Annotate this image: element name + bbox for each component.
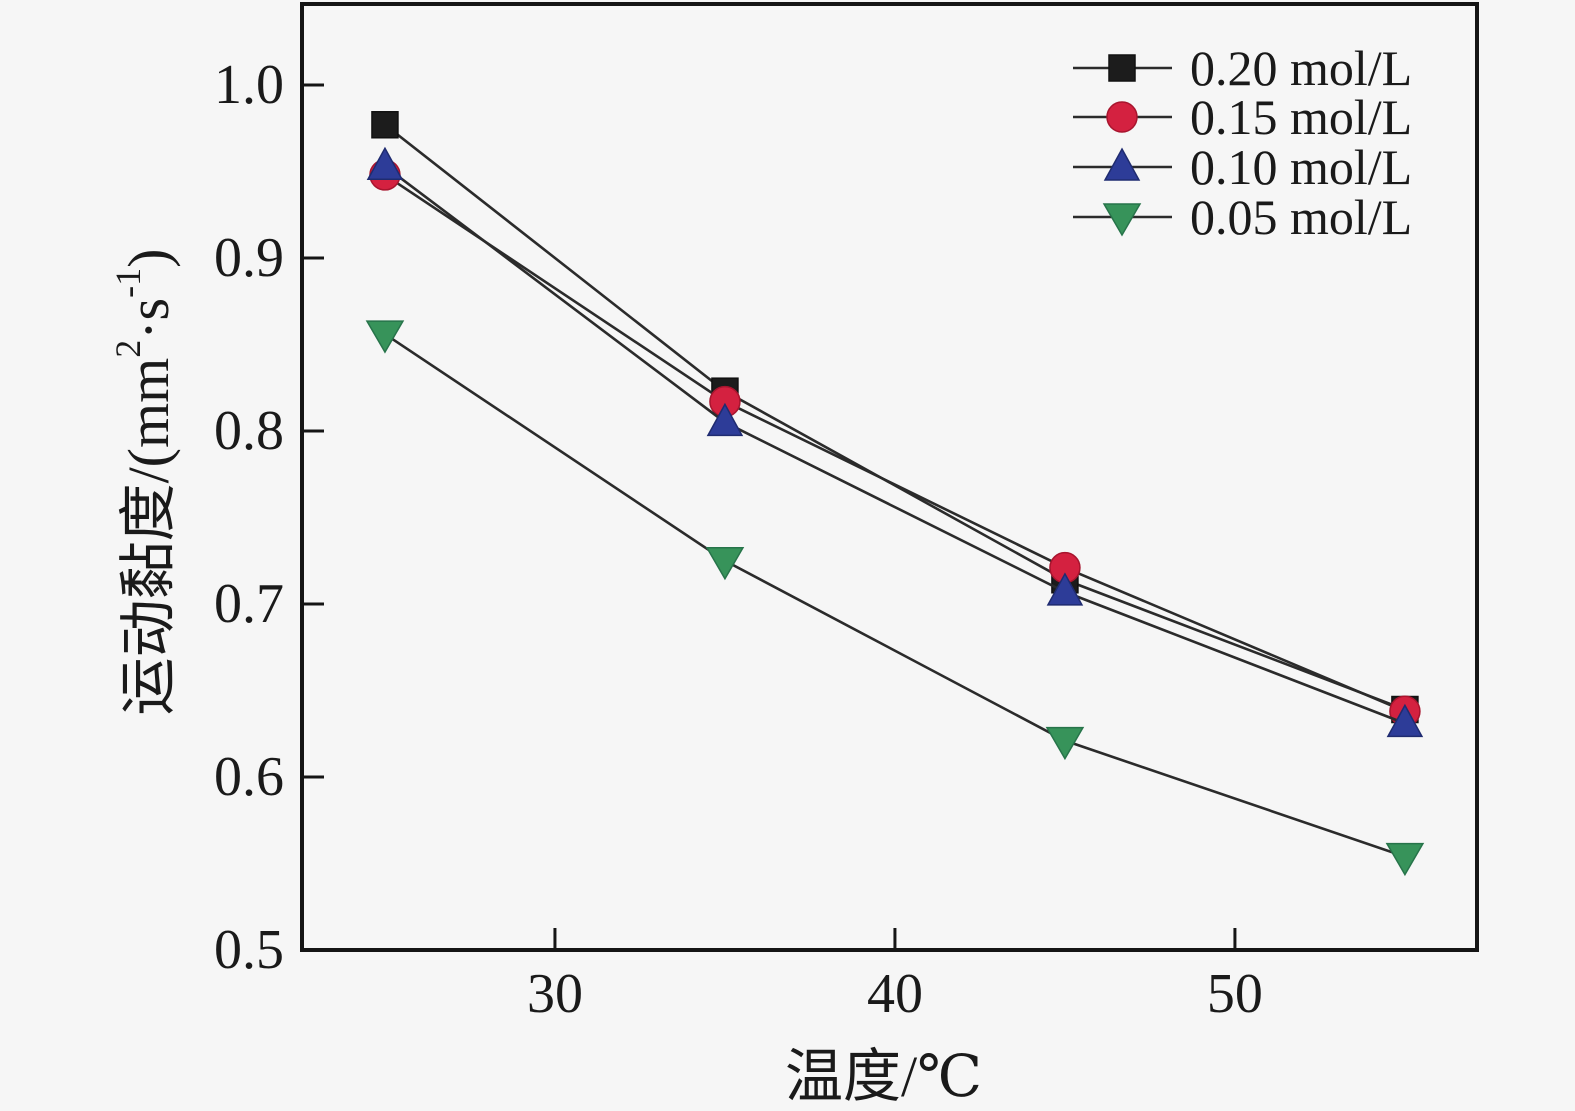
y-tick-label-0-5: 0.5 xyxy=(214,919,284,981)
y-axis-title-superscript: -1 xyxy=(108,268,148,298)
legend-label-0-05-mol-l: 0.05 mol/L xyxy=(1190,189,1412,245)
marker-0-05-mol-l-35c xyxy=(705,546,745,581)
marker-0-20-mol-l-25c xyxy=(371,111,399,139)
y-tick-label-1-0: 1.0 xyxy=(214,54,284,116)
marker-0-10-mol-l-45c xyxy=(1046,572,1084,606)
legend-item-0-15-mol-l: 0.15 mol/L xyxy=(1073,89,1412,145)
marker-0-05-mol-l-45c xyxy=(1045,726,1085,761)
series-line-0-05-mol-l xyxy=(384,333,1406,858)
y-tick-label-0-8: 0.8 xyxy=(214,400,284,462)
y-axis-title: 运动黏度/(mm2·s-1) xyxy=(108,249,181,716)
legend-item-0-20-mol-l: 0.20 mol/L xyxy=(1073,40,1412,96)
marker-0-10-mol-l-25c xyxy=(366,146,404,181)
legend-triangle-up-icon xyxy=(1103,147,1141,181)
legend-label-0-10-mol-l: 0.10 mol/L xyxy=(1190,139,1412,195)
series-line-0-10-mol-l xyxy=(384,165,1406,725)
marker-0-10-mol-l-35c xyxy=(706,402,744,437)
series-0-10-mol-l xyxy=(366,146,1424,738)
x-axis-title: 温度/℃ xyxy=(785,1044,982,1109)
y-tick-label-0-9: 0.9 xyxy=(214,227,284,289)
legend-label-0-20-mol-l: 0.20 mol/L xyxy=(1190,40,1412,96)
marker-0-05-mol-l-25c xyxy=(365,320,405,354)
series-0-05-mol-l xyxy=(365,320,1425,877)
marker-0-10-mol-l-55c xyxy=(1386,703,1424,738)
legend-square-icon xyxy=(1108,54,1136,82)
x-tick-label-40: 40 xyxy=(867,963,923,1025)
plot-frame xyxy=(300,2,1479,952)
y-tick-label-0-6: 0.6 xyxy=(214,746,284,808)
legend-label-0-15-mol-l: 0.15 mol/L xyxy=(1190,89,1412,145)
y-tick-label-0-7: 0.7 xyxy=(214,573,284,635)
y-axis-title-superscript: 2 xyxy=(108,340,148,358)
legend-item-0-10-mol-l: 0.10 mol/L xyxy=(1073,139,1412,195)
legend: 0.20 mol/L0.15 mol/L0.10 mol/L0.05 mol/L xyxy=(1073,40,1412,245)
marker-0-05-mol-l-55c xyxy=(1385,842,1425,877)
x-tick-label-50: 50 xyxy=(1207,963,1263,1025)
series-line-0-15-mol-l xyxy=(384,173,1406,713)
legend-triangle-down-icon xyxy=(1102,203,1142,237)
legend-circle-icon xyxy=(1106,101,1138,133)
x-tick-label-30: 30 xyxy=(527,963,583,1025)
legend-item-0-05-mol-l: 0.05 mol/L xyxy=(1073,189,1412,245)
axes-ticks: 0.5 0.6 0.7 0.8 0.9 1.0 30 40 50 xyxy=(214,54,1263,1025)
